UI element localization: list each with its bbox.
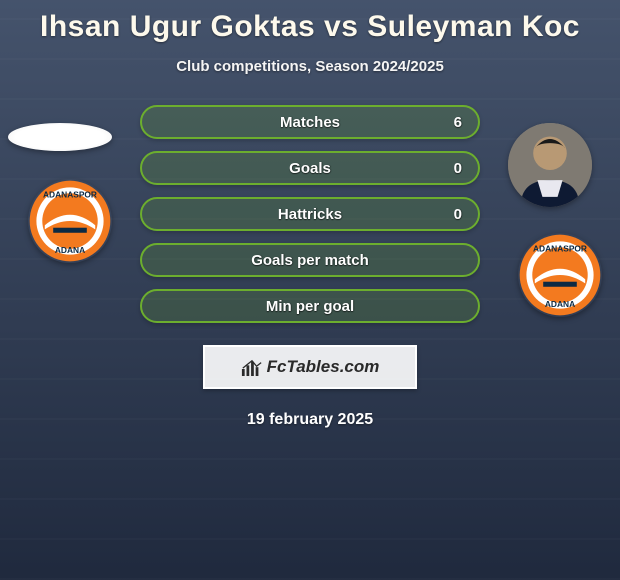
stats-area: ADANASPOR ADANA ADANASPOR ADANA	[0, 105, 620, 335]
stat-pill-column: Matches 6 Goals 0 Hattricks 0 Goals per match M…	[140, 105, 480, 335]
player-right-photo	[508, 123, 592, 207]
svg-text:ADANA: ADANA	[55, 245, 85, 255]
player-silhouette-icon	[508, 123, 592, 207]
bar-chart-icon	[241, 358, 263, 376]
adanaspor-badge-icon: ADANASPOR ADANA	[518, 233, 602, 317]
stat-label: Goals	[289, 160, 331, 177]
stat-label: Goals per match	[251, 252, 369, 269]
player-left-club-logo: ADANASPOR ADANA	[28, 179, 112, 263]
adanaspor-badge-icon: ADANASPOR ADANA	[28, 179, 112, 263]
svg-text:ADANA: ADANA	[545, 299, 575, 309]
stat-value-right: 0	[454, 160, 462, 177]
stat-label: Min per goal	[266, 298, 354, 315]
svg-text:ADANASPOR: ADANASPOR	[43, 189, 97, 199]
brand-text: FcTables.com	[267, 357, 380, 377]
page-title: Ihsan Ugur Goktas vs Suleyman Koc	[0, 0, 620, 44]
stat-pill: Min per goal	[140, 289, 480, 323]
season-subtitle: Club competitions, Season 2024/2025	[0, 58, 620, 75]
stat-value-right: 0	[454, 206, 462, 223]
player-left-photo	[8, 123, 112, 151]
snapshot-date: 19 february 2025	[0, 411, 620, 429]
player-right-club-logo: ADANASPOR ADANA	[518, 233, 602, 317]
stat-pill: Goals 0	[140, 151, 480, 185]
stat-label: Hattricks	[278, 206, 342, 223]
stat-value-right: 6	[454, 114, 462, 131]
stat-label: Matches	[280, 114, 340, 131]
stat-pill: Goals per match	[140, 243, 480, 277]
svg-text:ADANASPOR: ADANASPOR	[533, 243, 587, 253]
stat-pill: Matches 6	[140, 105, 480, 139]
stat-pill: Hattricks 0	[140, 197, 480, 231]
brand-watermark: FcTables.com	[203, 345, 417, 389]
